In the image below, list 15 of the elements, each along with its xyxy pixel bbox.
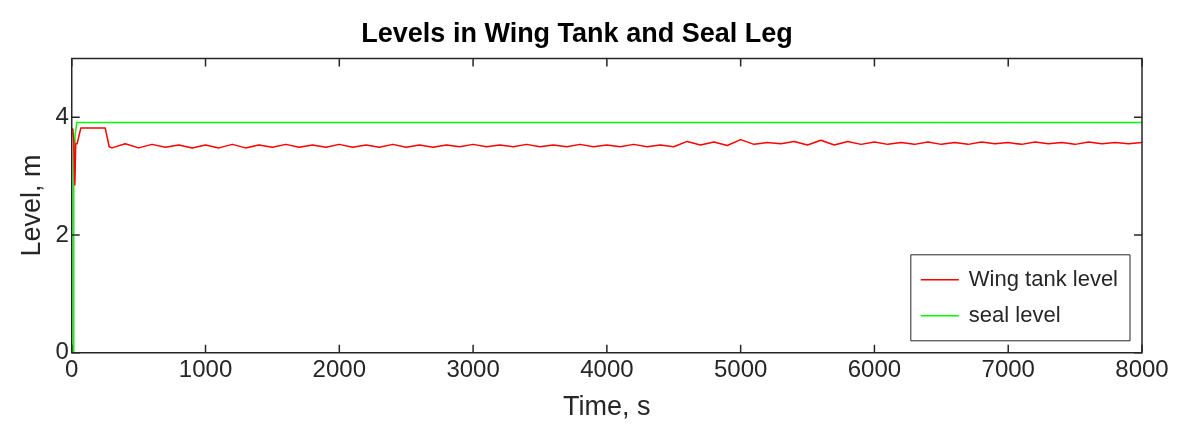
y-tick-label: 4 — [55, 101, 69, 129]
x-tick-label: 6000 — [847, 354, 902, 382]
chart-title: Levels in Wing Tank and Seal Leg — [361, 17, 793, 48]
x-tick-label: 8000 — [1115, 354, 1169, 382]
x-tick-label: 3000 — [446, 354, 500, 382]
x-tick-label: 5000 — [713, 354, 768, 382]
y-tick-label: 2 — [55, 219, 69, 247]
y-axis-title: Level, m — [15, 154, 46, 257]
legend-label: Wing tank level — [968, 265, 1119, 291]
x-tick-label: 1000 — [178, 354, 233, 382]
x-tick-label: 2000 — [312, 354, 367, 382]
x-tick-label: 7000 — [981, 354, 1035, 382]
x-axis-title: Time, s — [563, 391, 651, 422]
legend-label: seal level — [968, 301, 1061, 327]
x-tick-label: 4000 — [580, 354, 634, 382]
